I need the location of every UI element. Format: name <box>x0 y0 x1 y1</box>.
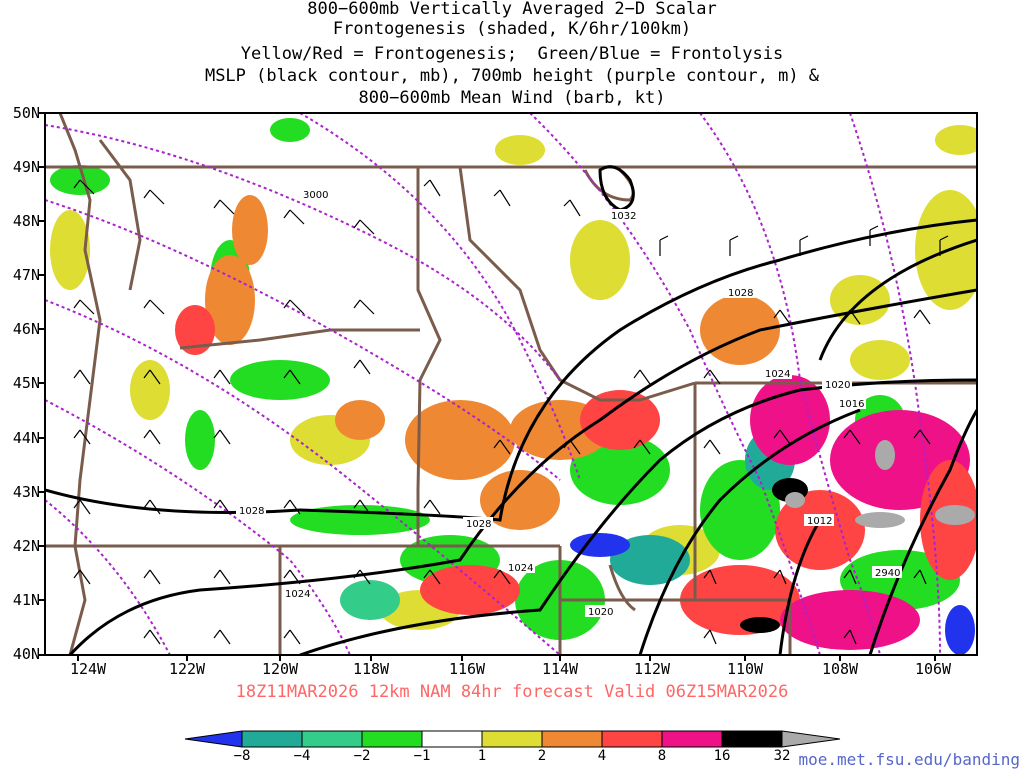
lon-label-116w: 116W <box>448 660 486 678</box>
lat-label-46n: 46N <box>12 320 40 338</box>
mslp-label-1016: 1016 <box>839 399 864 410</box>
lat-label-49n: 49N <box>12 158 40 176</box>
title-line-3: Yellow/Red = Frontogenesis; Green/Blue =… <box>240 44 784 64</box>
height-label-2940: 2940 <box>875 568 900 579</box>
lat-label-41n: 41N <box>12 591 40 609</box>
source-credit: moe.met.fsu.edu/banding <box>798 750 1020 769</box>
lon-label-122w: 122W <box>168 660 206 678</box>
title-line-1: 800−600mb Vertically Averaged 2−D Scalar <box>307 0 717 19</box>
colorbar-label-32: 32 <box>773 748 791 764</box>
lon-label-124w: 124W <box>69 660 107 678</box>
colorbar-label-neg1: −1 <box>413 748 431 764</box>
height-contours <box>45 113 941 655</box>
lat-label-44n: 44N <box>12 429 40 447</box>
height-label-3000: 3000 <box>303 190 328 201</box>
colorbar-label-neg2: −2 <box>353 748 371 764</box>
mslp-label-1028-east: 1028 <box>728 288 753 299</box>
lat-label-47n: 47N <box>12 266 40 284</box>
mslp-label-1020-east: 1020 <box>825 380 850 391</box>
mslp-label-1028-central: 1028 <box>466 519 491 530</box>
mslp-label-1020-central: 1020 <box>588 607 613 618</box>
colorbar-label-4: 4 <box>597 748 607 764</box>
title-line-4: MSLP (black contour, mb), 700mb height (… <box>204 66 820 86</box>
lon-label-106w: 106W <box>914 660 952 678</box>
title-line-2: Frontogenesis (shaded, K/6hr/100km) <box>332 19 692 39</box>
lat-label-43n: 43N <box>12 483 40 501</box>
lat-label-48n: 48N <box>12 212 40 230</box>
title-line-5: 800−600mb Mean Wind (barb, kt) <box>358 88 666 108</box>
lon-label-114w: 114W <box>541 660 579 678</box>
lon-label-112w: 112W <box>633 660 671 678</box>
colorbar-label-16: 16 <box>713 748 731 764</box>
colorbar-label-1: 1 <box>477 748 487 764</box>
lon-label-110w: 110W <box>726 660 764 678</box>
lon-label-120w: 120W <box>261 660 299 678</box>
mslp-label-1012: 1012 <box>807 516 832 527</box>
colorbar <box>184 730 841 748</box>
colorbar-label-2: 2 <box>537 748 547 764</box>
lat-label-42n: 42N <box>12 537 40 555</box>
lat-label-50n: 50N <box>12 104 40 122</box>
forecast-valid-text: 18Z11MAR2026 12km NAM 84hr forecast Vali… <box>235 682 789 702</box>
colorbar-label-neg4: −4 <box>293 748 311 764</box>
map-plot-area: 1032 1028 1024 1020 1016 1012 1028 1028 … <box>45 113 977 655</box>
mslp-label-1024-west: 1024 <box>285 589 310 600</box>
mslp-label-1024-east: 1024 <box>765 369 790 380</box>
colorbar-label-8: 8 <box>657 748 667 764</box>
mslp-label-1024-central: 1024 <box>508 563 533 574</box>
lon-label-108w: 108W <box>821 660 859 678</box>
mslp-label-1028-west: 1028 <box>239 506 264 517</box>
axis-ticks <box>39 112 936 661</box>
lat-label-40n: 40N <box>12 645 40 663</box>
mslp-label-1032: 1032 <box>611 211 636 222</box>
state-borders <box>45 113 977 655</box>
colorbar-label-neg8: −8 <box>233 748 251 764</box>
lat-label-45n: 45N <box>12 374 40 392</box>
lon-label-118w: 118W <box>352 660 390 678</box>
wind-barbs <box>73 179 949 645</box>
